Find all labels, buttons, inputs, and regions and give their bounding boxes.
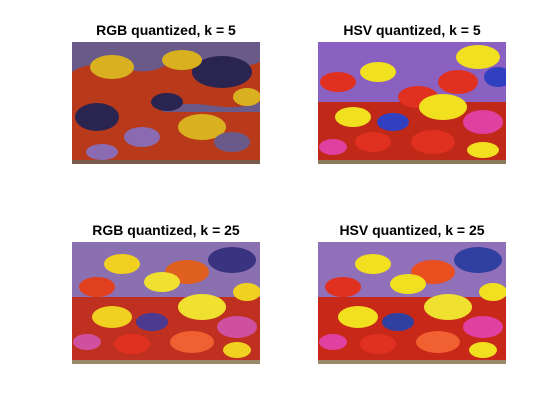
panel-hsv-k25: HSV quantized, k = 25 — [318, 220, 506, 366]
panel-title: RGB quantized, k = 25 — [92, 222, 240, 238]
panel-title: RGB quantized, k = 5 — [96, 22, 236, 38]
panel-title: HSV quantized, k = 25 — [339, 222, 485, 238]
fish-image-hsv-k25 — [318, 242, 506, 364]
panel-title: HSV quantized, k = 5 — [343, 22, 481, 38]
panel-rgb-k5: RGB quantized, k = 5 — [72, 20, 260, 166]
fish-image-rgb-k5 — [72, 42, 260, 164]
fish-image-hsv-k5 — [318, 42, 506, 164]
panel-hsv-k5: HSV quantized, k = 5 — [318, 20, 506, 166]
panel-rgb-k25: RGB quantized, k = 25 — [72, 220, 260, 366]
fish-image-rgb-k25 — [72, 242, 260, 364]
